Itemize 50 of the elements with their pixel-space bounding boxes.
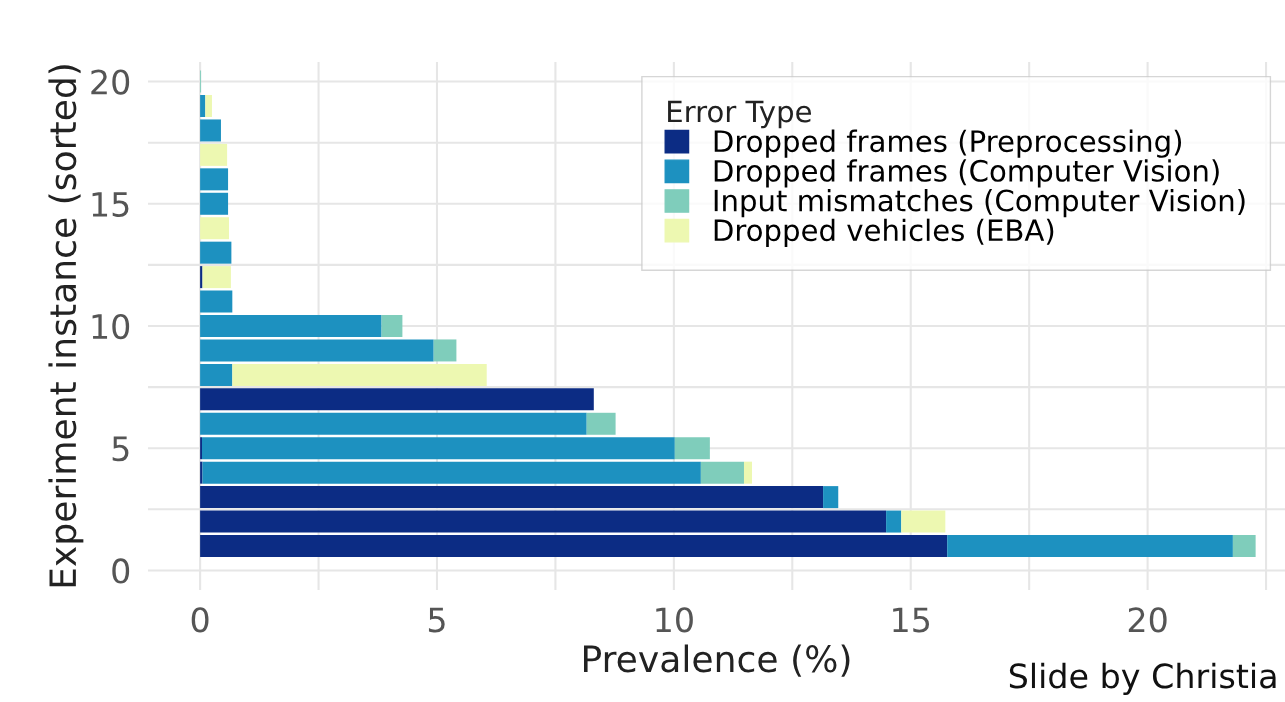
y-tick-label: 5 bbox=[112, 436, 129, 462]
bar bbox=[205, 95, 212, 117]
x-tick-label: 5 bbox=[428, 607, 445, 633]
bar bbox=[433, 339, 457, 362]
text: Slide by Christia bbox=[1009, 662, 1276, 695]
y-axis-title: Experiment instance (sorted) bbox=[48, 65, 84, 587]
bar bbox=[200, 486, 824, 509]
x-axis-title: Prevalence (%) bbox=[584, 644, 850, 677]
bar bbox=[674, 437, 710, 460]
y-tick-label: 10 bbox=[92, 313, 130, 340]
bar bbox=[200, 290, 233, 313]
bar bbox=[200, 192, 229, 215]
bar bbox=[700, 461, 744, 484]
x-tick-label: 15 bbox=[893, 607, 930, 633]
y-tick-label: 15 bbox=[92, 192, 129, 217]
bar bbox=[202, 437, 675, 460]
legend-label: Input mismatches (Computer Vision) bbox=[714, 188, 1245, 218]
bar bbox=[200, 510, 887, 533]
bar bbox=[886, 510, 902, 533]
bar bbox=[200, 95, 206, 117]
bar bbox=[743, 461, 753, 484]
bar bbox=[823, 486, 839, 509]
bar bbox=[200, 168, 229, 191]
legend-label: Dropped vehicles (EBA) bbox=[714, 218, 1054, 247]
bar bbox=[200, 315, 382, 337]
bar bbox=[200, 339, 434, 362]
bar bbox=[901, 510, 946, 533]
bar bbox=[1232, 535, 1256, 557]
legend-label: Dropped frames (Computer Vision) bbox=[714, 159, 1219, 188]
bar bbox=[586, 412, 616, 435]
y-tick-label: 20 bbox=[91, 69, 130, 95]
legend-label: Dropped frames (Preprocessing) bbox=[714, 129, 1182, 158]
bar bbox=[202, 461, 701, 484]
bar bbox=[200, 241, 232, 264]
bar bbox=[200, 535, 948, 557]
bar bbox=[200, 388, 594, 411]
bar bbox=[947, 535, 1233, 557]
x-tick-label: 20 bbox=[1128, 607, 1167, 633]
x-tick-label: 0 bbox=[191, 607, 209, 633]
legend-title: Error Type bbox=[668, 100, 811, 129]
bar bbox=[200, 363, 233, 386]
bar bbox=[200, 143, 228, 166]
bar bbox=[200, 217, 230, 240]
bar bbox=[381, 315, 403, 337]
y-tick-label: 0 bbox=[112, 558, 130, 584]
bar bbox=[200, 119, 221, 142]
x-tick-label: 10 bbox=[656, 607, 693, 633]
bar bbox=[200, 412, 587, 435]
bar bbox=[202, 266, 231, 289]
bar bbox=[232, 363, 487, 386]
